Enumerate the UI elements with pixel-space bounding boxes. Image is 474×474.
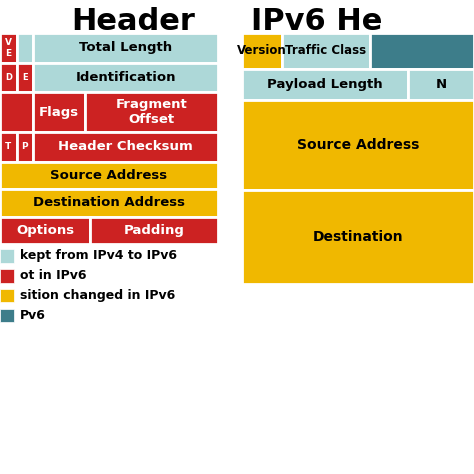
Bar — [408, 69, 474, 100]
Text: sition changed in IPv6: sition changed in IPv6 — [20, 289, 175, 302]
Bar — [0, 269, 14, 283]
Text: Source Address: Source Address — [297, 137, 419, 152]
Bar — [0, 162, 218, 189]
Text: Fragment
Offset: Fragment Offset — [116, 98, 188, 126]
Bar — [0, 189, 218, 217]
Bar — [0, 249, 14, 263]
Bar — [242, 100, 474, 190]
Bar — [85, 92, 218, 132]
Bar — [17, 132, 33, 162]
Bar — [0, 309, 14, 322]
Text: V
E: V E — [5, 38, 12, 57]
Bar — [0, 289, 14, 302]
Text: Header Checksum: Header Checksum — [58, 140, 193, 154]
Text: ot in IPv6: ot in IPv6 — [20, 269, 86, 283]
Bar — [33, 92, 85, 132]
Bar — [33, 33, 218, 63]
Text: Pv6: Pv6 — [20, 309, 46, 322]
Bar — [0, 63, 17, 92]
Text: T: T — [5, 143, 11, 151]
Bar — [370, 33, 474, 69]
Text: Padding: Padding — [124, 224, 184, 237]
Text: kept from IPv4 to IPv6: kept from IPv4 to IPv6 — [20, 249, 177, 263]
Text: Source Address: Source Address — [50, 169, 168, 182]
Bar — [0, 217, 90, 244]
Bar — [17, 63, 33, 92]
Text: Options: Options — [16, 224, 74, 237]
Bar — [17, 33, 33, 63]
Bar — [0, 92, 33, 132]
Text: D: D — [5, 73, 12, 82]
Bar — [0, 33, 17, 63]
Text: Header: Header — [71, 7, 195, 36]
Text: Total Length: Total Length — [79, 41, 172, 55]
Text: P: P — [22, 143, 28, 151]
Text: N: N — [435, 78, 447, 91]
Text: Identification: Identification — [75, 71, 176, 84]
Bar — [90, 217, 218, 244]
Bar — [282, 33, 370, 69]
Bar — [242, 33, 282, 69]
Bar — [242, 190, 474, 284]
Text: Version: Version — [237, 45, 287, 57]
Text: Destination Address: Destination Address — [33, 196, 185, 210]
Bar — [242, 69, 408, 100]
Bar — [33, 132, 218, 162]
Text: IPv6 He: IPv6 He — [251, 7, 383, 36]
Text: E: E — [22, 73, 27, 82]
Text: Payload Length: Payload Length — [267, 78, 383, 91]
Text: Destination: Destination — [312, 230, 403, 244]
Bar — [33, 63, 218, 92]
Bar — [0, 132, 17, 162]
Text: Flags: Flags — [39, 106, 79, 118]
Text: Traffic Class: Traffic Class — [285, 45, 366, 57]
